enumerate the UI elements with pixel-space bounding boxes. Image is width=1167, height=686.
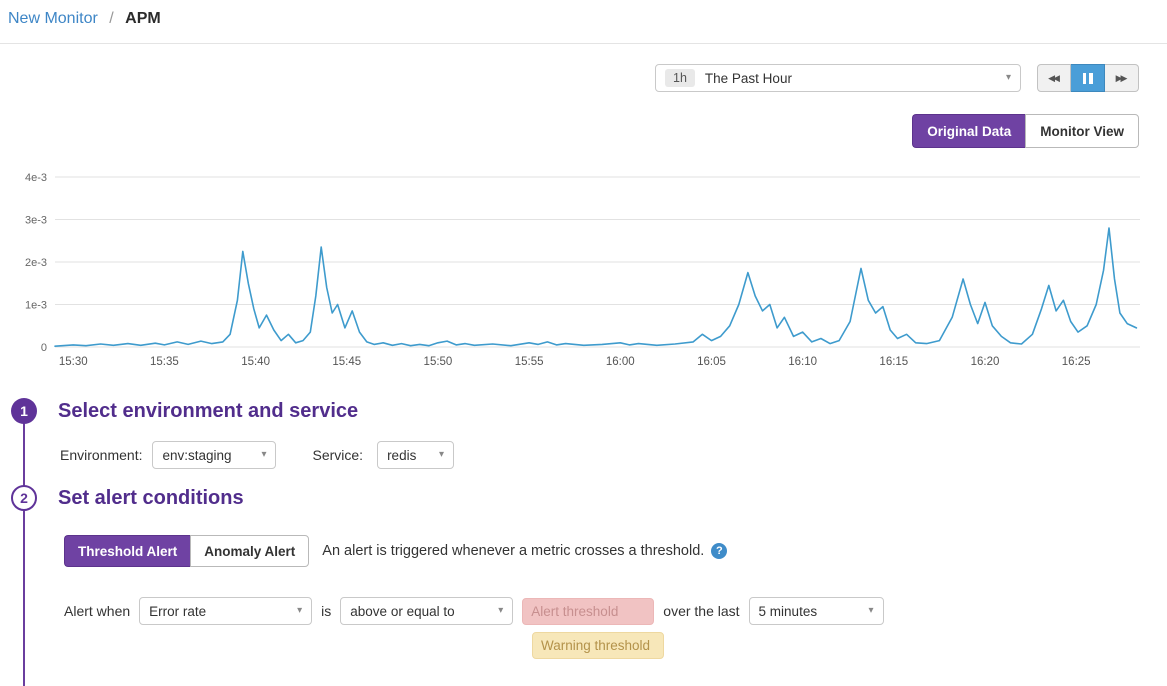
timeseries-chart[interactable]: 0 1e-3 2e-3 3e-3 4e-3 15:30 15:35 15:40 15:45 15:… [0,162,1167,382]
monitor-view-button[interactable]: Monitor View [1025,114,1139,148]
svg-text:15:30: 15:30 [59,356,88,368]
original-data-button[interactable]: Original Data [912,114,1026,148]
time-window-select[interactable]: 5 minutes ▾ [748,597,884,625]
service-select[interactable]: redis ▾ [377,441,455,469]
chevron-down-icon: ▾ [868,605,874,616]
svg-text:16:05: 16:05 [697,356,726,368]
svg-text:16:15: 16:15 [879,356,908,368]
svg-text:16:20: 16:20 [971,356,1000,368]
alert-threshold-input[interactable] [522,597,655,625]
anomaly-alert-tab[interactable]: Anomaly Alert [190,535,310,567]
svg-text:3e-3: 3e-3 [25,215,47,227]
svg-text:2e-3: 2e-3 [25,257,47,269]
rewind-icon: ◀◀ [1048,72,1060,83]
alert-type-row: Threshold Alert Anomaly Alert An alert i… [64,535,1167,567]
time-controls-row: 1h The Past Hour ▾ ◀◀ ▶▶ [0,64,1139,92]
time-range-label: The Past Hour [704,70,792,86]
metric-select-value: Error rate [149,603,207,619]
pause-icon [1082,72,1093,84]
warning-threshold-row [532,632,1167,659]
svg-text:16:25: 16:25 [1062,356,1091,368]
chevron-down-icon: ▾ [498,605,504,616]
environment-select-value: env:staging [162,447,232,463]
step-1-heading: 1 Select environment and service [0,398,1167,424]
over-the-last-label: over the last [663,603,740,619]
breadcrumb-current-apm: APM [125,10,161,27]
step-2-title: Set alert conditions [58,486,244,509]
breadcrumb-separator: / [109,10,114,27]
svg-text:16:10: 16:10 [788,356,817,368]
chevron-down-icon: ▾ [297,605,303,616]
svg-text:15:40: 15:40 [241,356,270,368]
environment-label: Environment: [60,447,143,463]
chevron-down-icon: ▾ [439,449,445,460]
svg-text:15:35: 15:35 [150,356,179,368]
breadcrumb-new-monitor-link[interactable]: New Monitor [8,10,98,27]
alert-type-tab-group: Threshold Alert Anomaly Alert [64,535,310,567]
warning-threshold-input[interactable] [532,632,664,659]
step-2-badge: 2 [11,485,37,511]
svg-text:15:50: 15:50 [424,356,453,368]
svg-text:15:55: 15:55 [515,356,544,368]
step-1-badge: 1 [11,398,37,424]
help-icon[interactable]: ? [711,543,728,559]
page-header: New Monitor / APM [0,0,1167,44]
svg-text:16:00: 16:00 [606,356,635,368]
time-back-button[interactable]: ◀◀ [1037,64,1071,92]
timeseries-chart-svg: 0 1e-3 2e-3 3e-3 4e-3 15:30 15:35 15:40 15:45 15:… [25,172,1140,368]
threshold-alert-tab[interactable]: Threshold Alert [64,535,191,567]
time-nav-group: ◀◀ ▶▶ [1037,64,1139,92]
comparison-select-value: above or equal to [350,603,455,619]
time-pause-button[interactable] [1071,64,1105,92]
svg-text:15:45: 15:45 [332,356,361,368]
time-range-badge: 1h [665,69,695,87]
step-1-title: Select environment and service [58,399,359,422]
service-label: Service: [312,447,364,463]
alert-when-label: Alert when [64,603,131,619]
service-select-value: redis [387,447,417,463]
time-window-select-value: 5 minutes [758,603,818,619]
svg-text:4e-3: 4e-3 [25,172,47,184]
environment-select[interactable]: env:staging ▾ [152,441,277,469]
comparison-select[interactable]: above or equal to ▾ [340,597,514,625]
alert-description: An alert is triggered whenever a metric … [322,543,705,559]
chevron-down-icon: ▾ [1005,72,1011,83]
metric-select[interactable]: Error rate ▾ [139,597,313,625]
time-range-select[interactable]: 1h The Past Hour ▾ [655,64,1021,92]
environment-service-row: Environment: env:staging ▾ Service: redi… [60,441,1167,469]
chevron-down-icon: ▾ [261,449,267,460]
time-forward-button[interactable]: ▶▶ [1105,64,1139,92]
svg-text:0: 0 [41,342,47,354]
view-toggle-row: Original Data Monitor View [0,114,1139,148]
breadcrumb: New Monitor / APM [0,0,1167,28]
step-connector-line [23,418,25,686]
is-label: is [321,603,332,619]
step-2-heading: 2 Set alert conditions [0,485,1167,511]
svg-text:1e-3: 1e-3 [25,300,47,312]
fast-forward-icon: ▶▶ [1115,72,1128,83]
alert-condition-row: Alert when Error rate ▾ is above or equa… [64,597,1167,625]
